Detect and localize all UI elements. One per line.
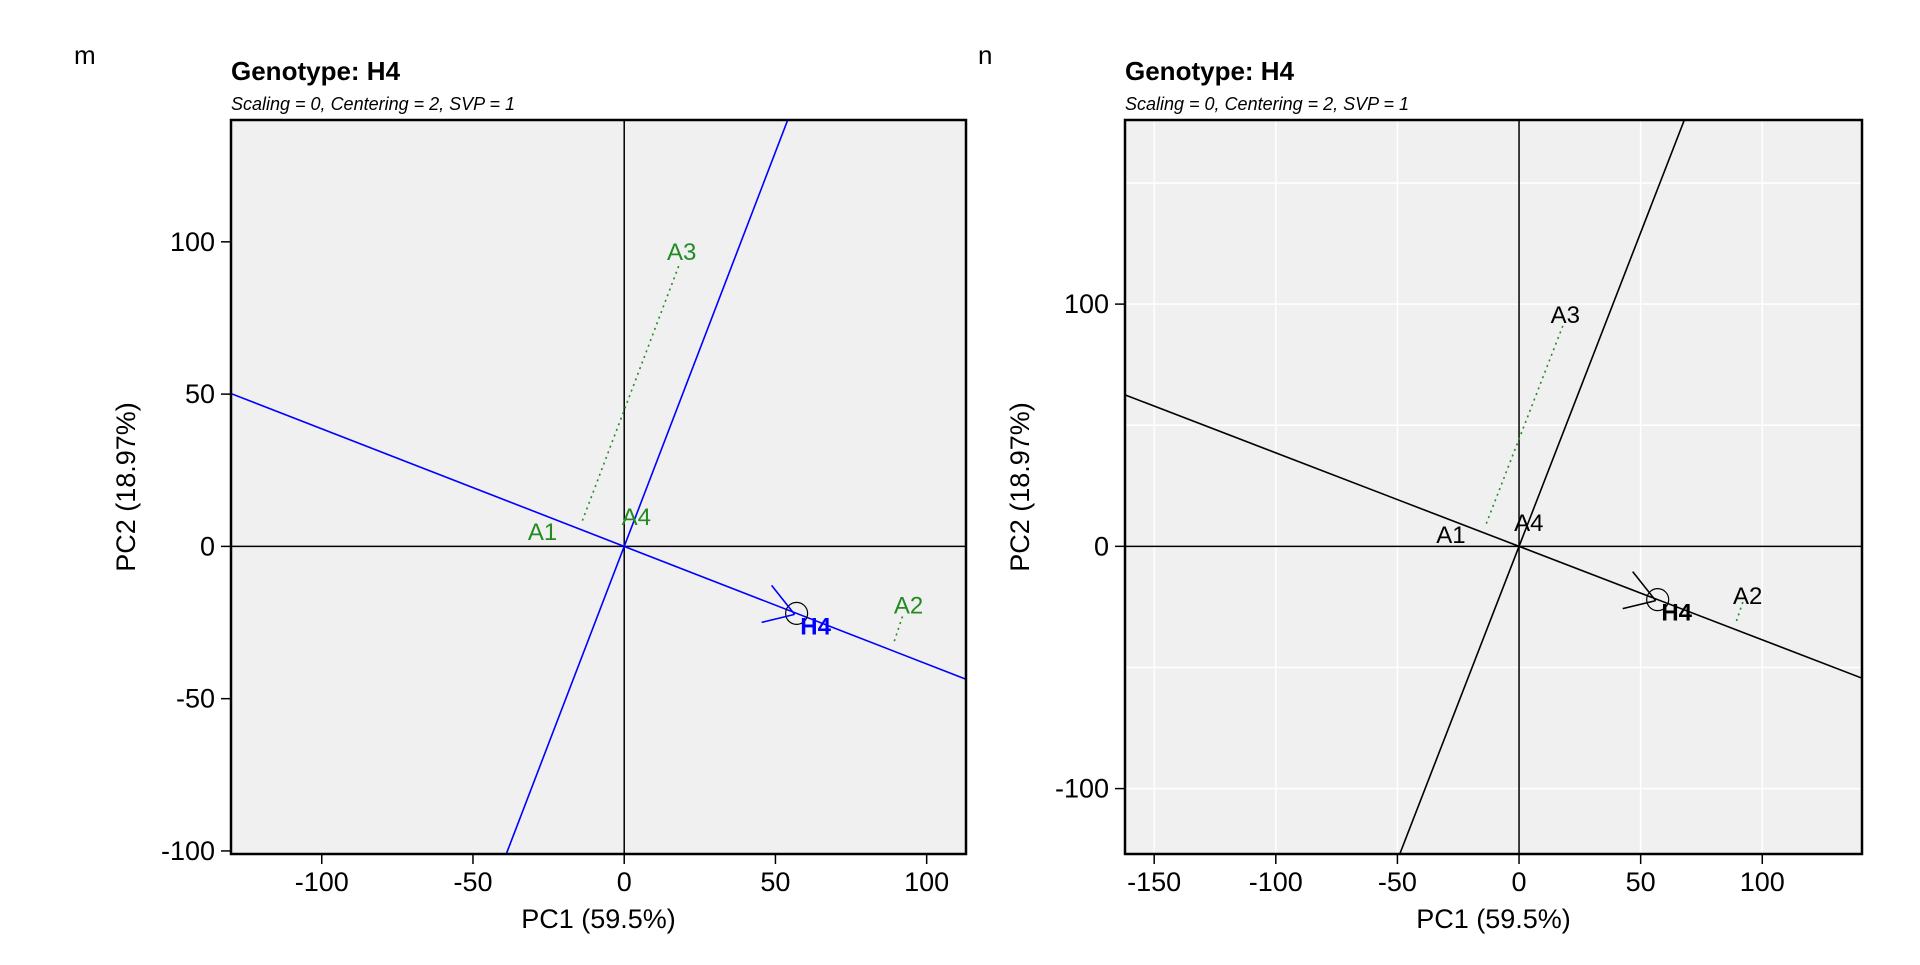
y-tick-label: 0	[200, 531, 215, 561]
genotype-circle	[785, 601, 809, 625]
env-label-A2: A2	[894, 592, 923, 619]
env-label-A3: A3	[1551, 302, 1580, 329]
x-axis-label: PC1 (59.5%)	[1416, 904, 1571, 934]
y-tick-label: 100	[170, 227, 215, 257]
genotype-arrow-head	[770, 584, 796, 615]
x-tick-label: 50	[1626, 867, 1656, 897]
env-label-A4: A4	[622, 504, 651, 531]
chart-title: Genotype: H4	[1125, 56, 1295, 86]
x-tick-label: 0	[1512, 867, 1527, 897]
perpendicular-axis-line	[1398, 120, 1686, 854]
y-axis-label: PC2 (18.97%)	[1005, 402, 1035, 572]
plot-area: A1 A2 A3 A4 H4	[231, 120, 966, 854]
panel-label: m	[74, 40, 96, 70]
genotype-axis-line	[231, 392, 966, 681]
genotype-arrow-shaft	[1622, 599, 1656, 610]
genotype-axis-line	[1125, 394, 1862, 680]
chart-panel-n: n Genotype: H4 Scaling = 0, Centering = 2,…	[978, 40, 1864, 934]
genotype-arrow-shaft	[761, 613, 795, 624]
y-tick-label: -100	[161, 836, 215, 866]
genotype-label: H4	[1661, 600, 1692, 627]
plot-background	[1125, 120, 1862, 854]
genotype-arrow-head	[1632, 571, 1657, 602]
chart-subtitle: Scaling = 0, Centering = 2, SVP = 1	[1125, 94, 1409, 114]
x-tick-label: 100	[904, 867, 949, 897]
genotype-circle	[1646, 588, 1670, 612]
x-tick-label: 100	[1740, 867, 1785, 897]
x-tick-label: -100	[295, 867, 349, 897]
x-axis-label: PC1 (59.5%)	[521, 904, 676, 934]
plot-background	[231, 120, 966, 854]
env-label-A2: A2	[1733, 583, 1762, 610]
chart-subtitle: Scaling = 0, Centering = 2, SVP = 1	[231, 94, 515, 114]
y-tick-label: -100	[1055, 774, 1109, 804]
env-label-A1: A1	[1436, 522, 1465, 549]
y-tick-label: 50	[185, 379, 215, 409]
plot-area: A1 A2 A3 A4 H4	[1125, 120, 1862, 854]
env-label-A1: A1	[528, 519, 557, 546]
y-tick-label: -50	[176, 684, 215, 714]
env-label-A4: A4	[1514, 510, 1543, 537]
plot-frame	[1123, 118, 1864, 856]
y-tick-label: 0	[1094, 531, 1109, 561]
env-projection-A2	[1734, 601, 1744, 625]
genotype-label: H4	[800, 613, 831, 640]
x-tick-label: -150	[1127, 867, 1181, 897]
env-label-A3: A3	[667, 239, 696, 266]
x-tick-label: 0	[617, 867, 632, 897]
x-tick-label: -50	[453, 867, 492, 897]
perpendicular-axis-line	[505, 120, 789, 854]
x-tick-label: -100	[1249, 867, 1303, 897]
chart-title: Genotype: H4	[231, 56, 401, 86]
y-axis-label: PC2 (18.97%)	[111, 402, 141, 572]
x-tick-label: 50	[760, 867, 790, 897]
panel-label: n	[978, 40, 992, 70]
env-projection-A2	[892, 616, 904, 645]
x-tick-label: -50	[1378, 867, 1417, 897]
chart-panel-m: m Genotype: H4 Scaling = 0, Centering = 2,…	[74, 40, 968, 934]
plot-frame	[229, 118, 968, 856]
y-tick-label: 100	[1064, 289, 1109, 319]
